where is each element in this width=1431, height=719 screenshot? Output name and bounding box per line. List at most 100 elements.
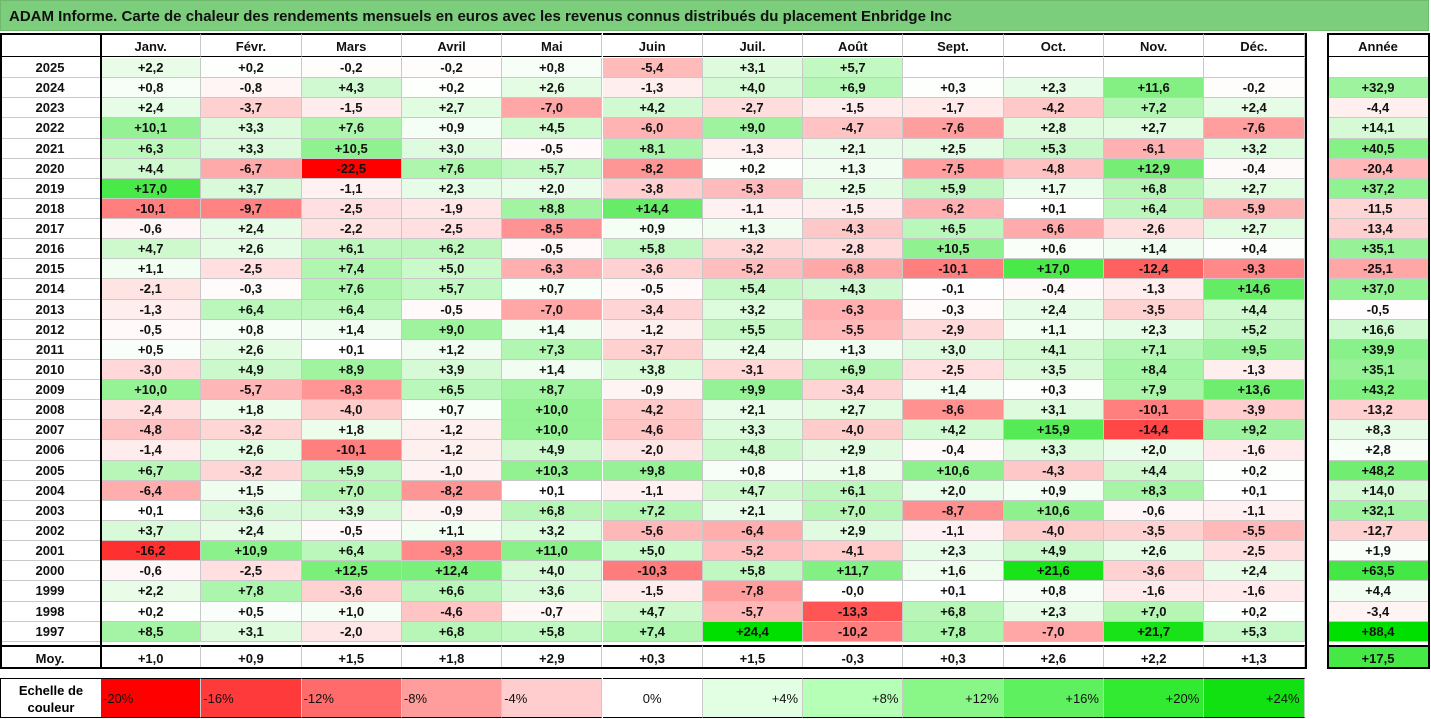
heatmap-cell: +10,6	[903, 460, 1004, 481]
heatmap-cell: +8,3	[1104, 480, 1205, 501]
heatmap-cell: +2,4	[201, 520, 302, 542]
heatmap-cell: +3,1	[201, 621, 302, 642]
heatmap-cell: -6,1	[1104, 138, 1205, 159]
heatmap-cell: +4,2	[903, 420, 1004, 441]
heatmap-cell: -0,5	[502, 239, 603, 260]
heatmap-cell: +4,9	[201, 359, 302, 381]
heatmap-cell: +10,0	[502, 400, 603, 421]
average-cell: +1,5	[301, 644, 402, 669]
annual-cell: +32,1	[1328, 500, 1429, 521]
color-scale-label-line2: couleur	[27, 700, 75, 715]
heatmap-cell: -13,3	[803, 601, 904, 622]
color-scale-step: -8%	[401, 678, 503, 718]
heatmap-cell: -2,5	[301, 198, 402, 220]
heatmap-cell: +7,0	[1104, 601, 1205, 622]
column-header: Févr.	[201, 33, 302, 57]
column-header: Juin	[602, 33, 703, 57]
heatmap-cell: -9,3	[1204, 259, 1305, 280]
heatmap-cell: +4,4	[1104, 460, 1205, 481]
header-corner	[0, 33, 101, 57]
year-label: 2008	[0, 400, 101, 421]
heatmap-cell: -5,6	[602, 520, 703, 542]
heatmap-cell: -9,7	[201, 198, 302, 220]
heatmap-cell: +6,8	[903, 601, 1004, 622]
heatmap-cell: +5,5	[702, 319, 804, 340]
heatmap-cell: -4,1	[803, 541, 904, 562]
heatmap-cell: +0,8	[702, 460, 804, 481]
annual-cell: -25,1	[1328, 259, 1429, 280]
heatmap-cell: -1,3	[602, 78, 703, 99]
heatmap-cell: -3,4	[803, 380, 904, 401]
heatmap-cell: +21,7	[1104, 621, 1205, 642]
annual-cell: +14,0	[1328, 480, 1429, 501]
heatmap-cell: +4,8	[702, 440, 804, 461]
heatmap-cell: -6,3	[803, 299, 904, 320]
heatmap-cell: +0,4	[1204, 239, 1305, 260]
heatmap-cell: +3,1	[702, 58, 804, 79]
color-scale-step: -4%	[502, 678, 603, 718]
heatmap-cell: +0,8	[1003, 581, 1104, 602]
heatmap-cell: -3,4	[602, 299, 703, 320]
heatmap-cell: -10,1	[903, 259, 1004, 280]
heatmap-cell: +2,1	[702, 500, 804, 521]
heatmap-cell: -2,5	[201, 561, 302, 582]
heatmap-cell: +13,6	[1204, 380, 1305, 401]
heatmap-cell: -5,5	[803, 319, 904, 340]
heatmap-cell: +4,7	[702, 480, 804, 501]
heatmap-cell: +10,5	[903, 239, 1004, 260]
annual-cell: +1,9	[1328, 541, 1429, 562]
heatmap-cell: +2,4	[201, 219, 302, 240]
grid-left-border	[0, 33, 2, 669]
heatmap-cell: +5,4	[702, 279, 804, 300]
heatmap-cell: +9,0	[401, 319, 503, 340]
heatmap-cell: +4,7	[101, 239, 202, 260]
heatmap-cell: +3,0	[903, 339, 1004, 360]
heatmap-cell: -4,0	[1003, 520, 1104, 542]
heatmap-cell: +6,4	[301, 541, 402, 562]
heatmap-cell: +2,3	[903, 541, 1004, 562]
heatmap-cell: +11,0	[502, 541, 603, 562]
heatmap-cell: +7,8	[903, 621, 1004, 642]
annual-cell: +37,2	[1328, 178, 1429, 199]
annual-cell: -11,5	[1328, 198, 1429, 220]
heatmap-cell: +2,1	[702, 400, 804, 421]
heatmap-cell: +4,1	[1003, 339, 1104, 360]
annual-cell: +40,5	[1328, 138, 1429, 159]
year-label: 2018	[0, 198, 101, 220]
color-scale-step: +16%	[1003, 678, 1104, 718]
heatmap-cell: -7,6	[1204, 118, 1305, 139]
heatmap-cell: +6,5	[401, 380, 503, 401]
average-cell: +1,8	[401, 644, 503, 669]
heatmap-cell: +2,0	[1104, 440, 1205, 461]
year-label: 2021	[0, 138, 101, 159]
heatmap-cell: +2,7	[1204, 219, 1305, 240]
annual-header: Année	[1328, 33, 1429, 57]
heatmap-cell: -7,6	[903, 118, 1004, 139]
heatmap-cell: -5,7	[702, 601, 804, 622]
heatmap-cell: +6,2	[401, 239, 503, 260]
heatmap-cell: +4,4	[1204, 299, 1305, 320]
heatmap-cell: +4,0	[502, 561, 603, 582]
heatmap-cell: -8,2	[401, 480, 503, 501]
heatmap-cell: +1,6	[903, 561, 1004, 582]
heatmap-cell: +6,5	[903, 219, 1004, 240]
heatmap-cell: +5,9	[301, 460, 402, 481]
annual-cell: -13,4	[1328, 219, 1429, 240]
heatmap-cell: +8,8	[502, 198, 603, 220]
heatmap-cell: -0,3	[903, 299, 1004, 320]
heatmap-cell: -0,9	[602, 380, 703, 401]
heatmap-cell: +1,8	[803, 460, 904, 481]
heatmap-cell: +7,6	[301, 279, 402, 300]
heatmap-cell: +0,2	[401, 78, 503, 99]
annual-cell: -20,4	[1328, 158, 1429, 179]
heatmap-cell: -6,4	[702, 520, 804, 542]
heatmap-cell: +12,9	[1104, 158, 1205, 179]
heatmap-cell: +12,5	[301, 561, 402, 582]
heatmap-cell: +10,0	[101, 380, 202, 401]
heatmap-cell: -7,8	[702, 581, 804, 602]
heatmap-cell: +2,0	[903, 480, 1004, 501]
heatmap-cell: +4,4	[101, 158, 202, 179]
heatmap-cell: +1,8	[301, 420, 402, 441]
average-cell: +2,9	[502, 644, 603, 669]
annual-left-border	[1327, 33, 1329, 669]
